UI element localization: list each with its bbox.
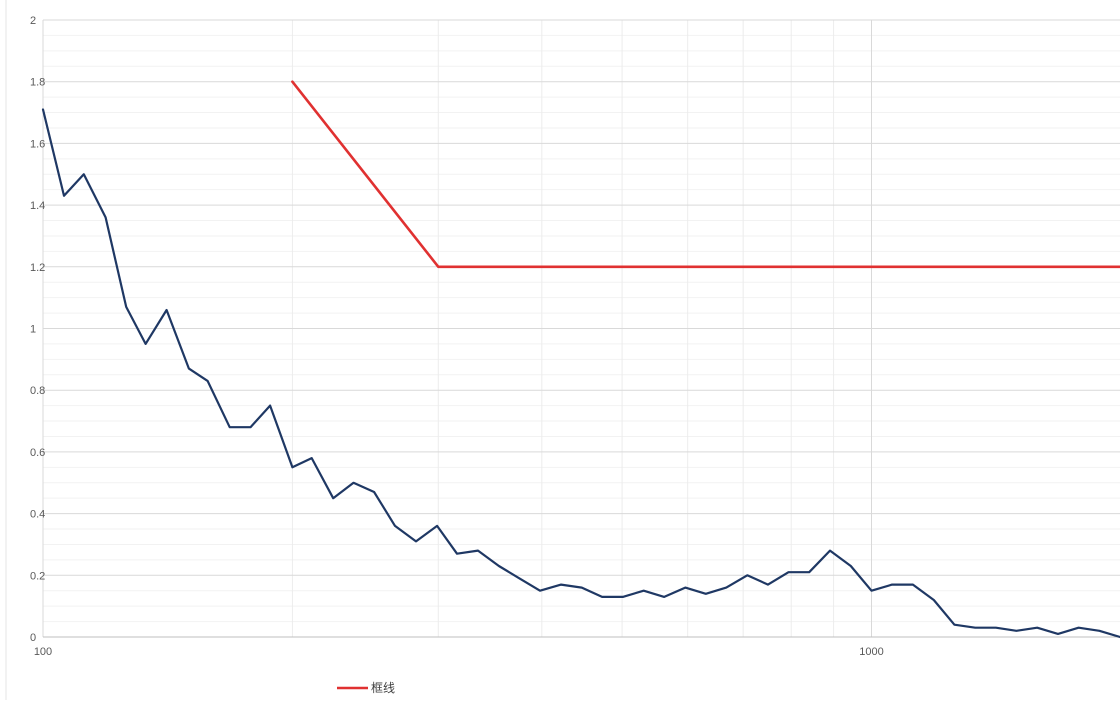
y-tick-label: 1.6 — [30, 138, 45, 150]
x-tick-label: 100 — [34, 646, 52, 658]
y-tick-label: 0.8 — [30, 385, 45, 397]
x-axis-tick-labels: 100 1000 — [34, 646, 884, 658]
legend-label-boundary-line: 框线 — [371, 681, 395, 695]
x-tick-label: 1000 — [859, 646, 883, 658]
legend: 框线 — [337, 681, 395, 695]
series-lines — [41, 80, 1120, 639]
y-tick-label: 0.2 — [30, 570, 45, 582]
minor-gridlines — [43, 20, 1120, 637]
y-tick-label: 0.4 — [30, 509, 45, 521]
y-tick-label: 0.6 — [30, 447, 45, 459]
y-axis-tick-labels: 0 0.2 0.4 0.6 0.8 1 1.2 1.4 1.6 1.8 2 — [30, 15, 45, 644]
y-tick-label: 0 — [30, 632, 36, 644]
y-tick-label: 1.8 — [30, 77, 45, 89]
series-line-measured — [41, 108, 1120, 639]
y-tick-label: 1.4 — [30, 200, 45, 212]
major-gridlines — [42, 19, 1120, 637]
series-line-boundary — [291, 80, 1120, 269]
y-tick-label: 1 — [30, 324, 36, 336]
y-tick-label: 2 — [30, 15, 36, 27]
y-tick-label: 1.2 — [30, 262, 45, 274]
